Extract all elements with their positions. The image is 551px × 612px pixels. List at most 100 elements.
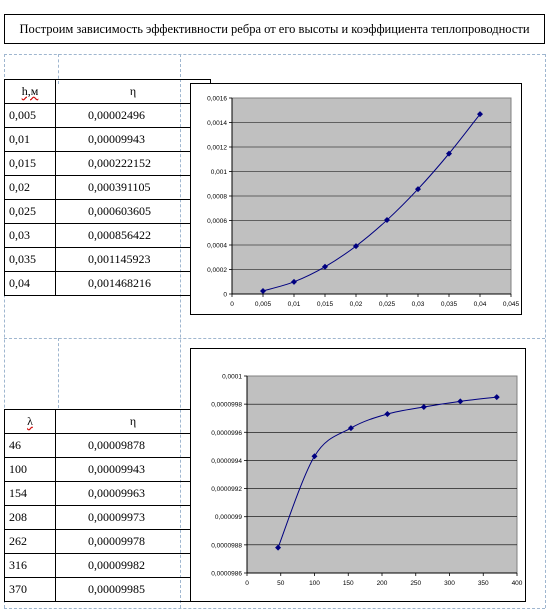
y-tick-label: 0,0006 xyxy=(207,218,227,225)
table-cell-efficiency: 0,00009985 xyxy=(55,577,211,602)
table-row: 0,01 0,00009943 xyxy=(4,127,211,152)
chart-svg: 0 0,0002 0,0004 0,0006 0,0008 0,001 0,0012 0,00… xyxy=(207,96,519,309)
x-tick-label: 0,015 xyxy=(317,301,334,308)
y-tick-label: 0,0000998 xyxy=(211,402,242,409)
x-tick-label: 300 xyxy=(444,580,455,587)
page-title: Построим зависимость эффективности ребра… xyxy=(4,14,545,44)
table-cell-argument: 0,015 xyxy=(4,151,56,176)
table-cell-argument: 370 xyxy=(4,577,56,602)
x-tick-label: 100 xyxy=(309,580,320,587)
table-row: 46 0,00009878 xyxy=(4,433,211,458)
table-row: 0,03 0,000856422 xyxy=(4,223,211,248)
table-cell-argument: 0,035 xyxy=(4,247,56,272)
x-tick-label: 0 xyxy=(245,580,249,587)
data-point xyxy=(384,410,391,417)
x-tick-label: 0,035 xyxy=(441,301,458,308)
table-row: 154 0,00009963 xyxy=(4,481,211,506)
y-tick-label: 0,0000994 xyxy=(211,458,242,465)
table-cell-efficiency: 0,00009878 xyxy=(55,433,211,458)
table-cell-efficiency: 0,00009943 xyxy=(55,127,211,152)
y-tick-label: 0,0000992 xyxy=(211,486,242,493)
data-point xyxy=(291,278,297,285)
table-row: 208 0,00009973 xyxy=(4,505,211,530)
height-efficiency-table: h,м η 0,005 0,00002496 0,01 0,00009943 0,015… xyxy=(4,79,211,296)
data-point xyxy=(493,394,500,401)
table-row: 262 0,00009978 xyxy=(4,529,211,554)
table-cell-efficiency: 0,00002496 xyxy=(55,103,211,128)
table-cell-argument: 100 xyxy=(4,457,56,482)
grid-line xyxy=(58,338,59,408)
table-cell-argument: 0,01 xyxy=(4,127,56,152)
chart-conductivity-efficiency: 0,0000986 0,0000988 0,000099 0,0000992 0,000… xyxy=(190,348,526,602)
table-row: 0,025 0,000603605 xyxy=(4,199,211,224)
table-cell-argument: 154 xyxy=(4,481,56,506)
x-tick-label: 0,01 xyxy=(288,301,301,308)
chart-svg: 0,0000986 0,0000988 0,000099 0,0000992 0,000… xyxy=(211,374,523,588)
table-cell-argument: 0,04 xyxy=(4,271,56,296)
table-cell-argument: 316 xyxy=(4,553,56,578)
table-cell-efficiency: 0,00009963 xyxy=(55,481,211,506)
x-tick-label: 0,025 xyxy=(379,301,396,308)
grid-line xyxy=(180,54,181,608)
table-row: 0,04 0,001468216 xyxy=(4,271,211,296)
x-tick-label: 250 xyxy=(410,580,421,587)
data-point xyxy=(420,403,427,410)
data-point xyxy=(477,111,483,118)
x-tick-label: 50 xyxy=(277,580,285,587)
y-tick-label: 0,0012 xyxy=(207,145,227,152)
table-cell-argument: 0,03 xyxy=(4,223,56,248)
data-point xyxy=(457,398,464,405)
data-point xyxy=(311,453,318,460)
table-cell-efficiency: 0,00009982 xyxy=(55,553,211,578)
conductivity-efficiency-table: λ η 46 0,00009878 100 0,00009943 154 0,000099… xyxy=(4,409,211,602)
table-cell-argument: 208 xyxy=(4,505,56,530)
y-tick-label: 0,0014 xyxy=(207,120,227,127)
table-cell-efficiency: 0,000603605 xyxy=(55,199,211,224)
table-row: 0,015 0,000222152 xyxy=(4,151,211,176)
grid-line xyxy=(4,54,5,608)
y-tick-label: 0,0000988 xyxy=(211,542,242,549)
y-tick-label: 0 xyxy=(223,292,227,299)
y-tick-label: 0,0016 xyxy=(207,96,227,103)
table-cell-efficiency: 0,00009978 xyxy=(55,529,211,554)
table-cell-efficiency: 0,001145923 xyxy=(55,247,211,272)
y-tick-label: 0,001 xyxy=(211,169,228,176)
column-header-efficiency: η xyxy=(55,79,211,104)
data-point xyxy=(353,243,359,250)
table-cell-efficiency: 0,000856422 xyxy=(55,223,211,248)
grid-line xyxy=(4,338,545,339)
data-point xyxy=(347,425,354,432)
grid-line xyxy=(4,608,545,609)
column-header-efficiency: η xyxy=(55,409,211,434)
data-point xyxy=(415,186,421,193)
table-cell-efficiency: 0,00009943 xyxy=(55,457,211,482)
y-tick-label: 0,0004 xyxy=(207,243,227,250)
table-row: 316 0,00009982 xyxy=(4,553,211,578)
table-cell-efficiency: 0,000391105 xyxy=(55,175,211,200)
table-cell-argument: 46 xyxy=(4,433,56,458)
table-cell-argument: 262 xyxy=(4,529,56,554)
x-tick-label: 350 xyxy=(478,580,489,587)
table-cell-efficiency: 0,001468216 xyxy=(55,271,211,296)
x-tick-label: 0,02 xyxy=(350,301,363,308)
y-tick-label: 0,0008 xyxy=(207,194,227,201)
plot-area xyxy=(246,375,518,574)
x-tick-label: 0 xyxy=(230,301,234,308)
y-tick-label: 0,0001 xyxy=(222,374,242,381)
x-tick-label: 0,04 xyxy=(474,301,487,308)
chart-height-efficiency: 0 0,0002 0,0004 0,0006 0,0008 0,001 0,0012 0,00… xyxy=(190,83,522,315)
table-body: 46 0,00009878 100 0,00009943 154 0,00009963 20… xyxy=(4,433,211,602)
table-row: 0,035 0,001145923 xyxy=(4,247,211,272)
series-line xyxy=(262,113,481,292)
table-row: 0,005 0,00002496 xyxy=(4,103,211,128)
table-cell-argument: 0,005 xyxy=(4,103,56,128)
grid-line xyxy=(4,54,545,55)
grid-line xyxy=(58,54,59,84)
column-header-conductivity: λ xyxy=(4,409,56,434)
y-tick-label: 0,000099 xyxy=(215,514,242,521)
data-point xyxy=(260,287,266,294)
table-row: 100 0,00009943 xyxy=(4,457,211,482)
y-tick-label: 0,0000996 xyxy=(211,430,242,437)
table-cell-argument: 0,02 xyxy=(4,175,56,200)
data-point xyxy=(275,544,282,551)
